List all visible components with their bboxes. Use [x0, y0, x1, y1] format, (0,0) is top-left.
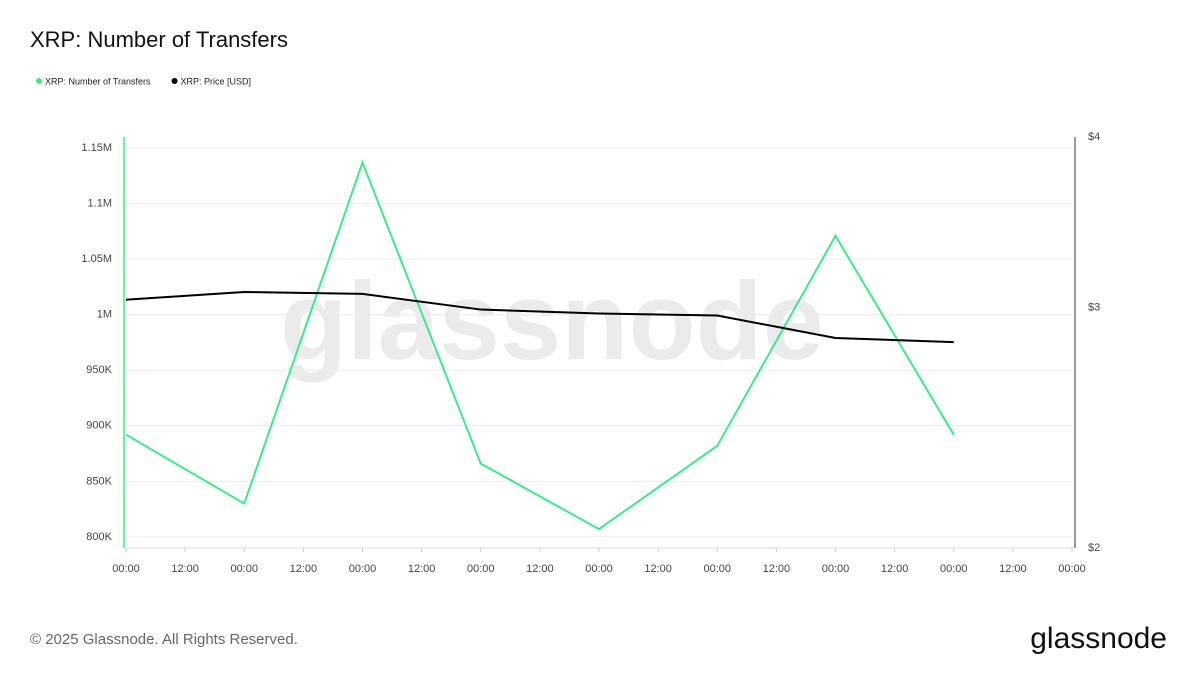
x-tick-label: 00:00 [349, 563, 377, 575]
y-tick-label: 1M [97, 309, 112, 321]
legend-label: XRP: Number of Transfers [45, 76, 151, 86]
x-tick-label: 12:00 [171, 563, 199, 575]
y2-tick-label: $4 [1088, 131, 1100, 143]
x-tick-label: 00:00 [585, 563, 613, 575]
x-tick-label: 00:00 [822, 563, 850, 575]
x-tick-label: 00:00 [467, 563, 495, 575]
x-tick-label: 12:00 [763, 563, 791, 575]
x-tick-label: 12:00 [408, 563, 436, 575]
series-line [125, 290, 954, 344]
x-tick-label: 00:00 [112, 563, 140, 575]
logo: glassnode [1030, 622, 1167, 655]
y-tick-label: 1.15M [81, 142, 112, 154]
y-tick-label: 900K [86, 420, 112, 432]
watermark: glassnode [280, 260, 824, 383]
y-tick-label: 1.05M [81, 253, 112, 265]
x-tick-label: 12:00 [290, 563, 318, 575]
chart-title: XRP: Number of Transfers [30, 27, 288, 52]
y-tick-label: 1.1M [88, 198, 112, 210]
x-tick-label: 00:00 [230, 563, 258, 575]
y-tick-label: 800K [86, 531, 112, 543]
legend-marker [171, 78, 178, 84]
x-tick-label: 12:00 [526, 563, 554, 575]
legend-label: XRP: Price [USD] [181, 76, 252, 86]
x-tick-label: 00:00 [1058, 563, 1086, 575]
series-line [125, 159, 955, 531]
x-tick-label: 00:00 [703, 563, 731, 575]
legend-marker [36, 78, 42, 84]
x-tick-label: 12:00 [644, 563, 672, 575]
y-tick-label: 850K [86, 475, 112, 487]
y2-tick-label: $2 [1088, 542, 1100, 554]
y-tick-label: 950K [86, 364, 112, 376]
y2-tick-label: $3 [1088, 301, 1100, 313]
x-tick-label: 00:00 [940, 563, 968, 575]
x-tick-label: 12:00 [999, 563, 1027, 575]
copyright: © 2025 Glassnode. All Rights Reserved. [30, 631, 298, 648]
x-tick-label: 12:00 [881, 563, 909, 575]
